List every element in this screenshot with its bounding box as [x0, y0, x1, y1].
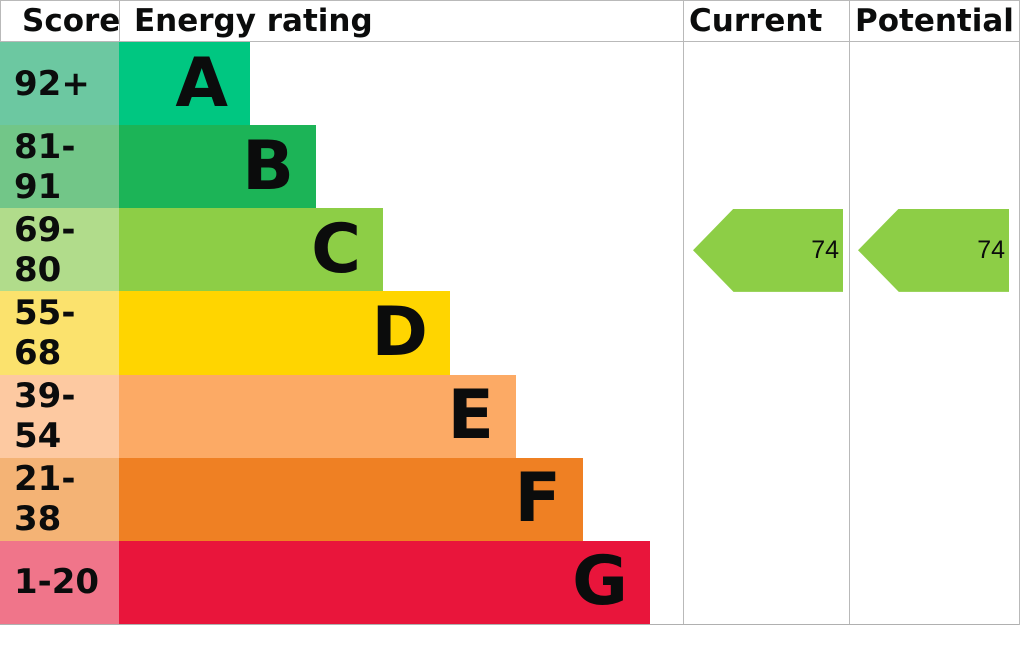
band-row: 1-20 G: [0, 540, 683, 624]
score-cell: 81-91: [0, 125, 119, 209]
potential-rating-arrow: 74: [858, 208, 1009, 292]
rating-letter: D: [371, 292, 428, 372]
rating-bar: E: [119, 374, 516, 458]
score-cell: 69-80: [0, 208, 119, 292]
header-current: Current: [684, 1, 850, 41]
rating-bar: G: [119, 540, 650, 624]
score-cell: 92+: [0, 42, 119, 126]
rating-letter: C: [311, 209, 361, 289]
score-cell: 1-20: [0, 540, 119, 624]
current-column: 74: [683, 42, 849, 624]
header-energy-rating: Energy rating: [120, 1, 684, 41]
band-row: 69-80 C: [0, 208, 683, 292]
rating-letter: G: [572, 542, 628, 622]
rating-bar: B: [119, 125, 316, 209]
rating-letter: B: [242, 126, 294, 206]
potential-column: 74: [849, 42, 1019, 624]
band-row: 55-68 D: [0, 291, 683, 375]
rating-bar: C: [119, 208, 383, 292]
current-rating-arrow: 74: [693, 208, 843, 292]
rating-letter: E: [447, 376, 494, 456]
current-rating-value: 74: [811, 235, 839, 264]
epc-table: Score Energy rating Current Potential 92…: [0, 0, 1020, 625]
score-cell: 39-54: [0, 374, 119, 458]
rating-bar: F: [119, 457, 583, 541]
band-row: 39-54 E: [0, 374, 683, 458]
header-score: Score: [1, 1, 120, 41]
band-row: 21-38 F: [0, 457, 683, 541]
header-row: Score Energy rating Current Potential: [0, 0, 1019, 42]
rating-bar: D: [119, 291, 450, 375]
potential-rating-value: 74: [977, 235, 1005, 264]
band-row: 92+ A: [0, 42, 683, 126]
rating-letter: A: [175, 43, 228, 123]
band-row: 81-91 B: [0, 125, 683, 209]
score-cell: 55-68: [0, 291, 119, 375]
score-cell: 21-38: [0, 457, 119, 541]
band-rows: 92+ A 81-91 B 69-80 C 55-68 D 39-54 E 21…: [0, 42, 683, 624]
chart-body: 92+ A 81-91 B 69-80 C 55-68 D 39-54 E 21…: [0, 42, 1019, 625]
rating-bar: A: [119, 42, 250, 126]
header-potential: Potential: [855, 3, 1014, 39]
rating-letter: F: [514, 459, 561, 539]
